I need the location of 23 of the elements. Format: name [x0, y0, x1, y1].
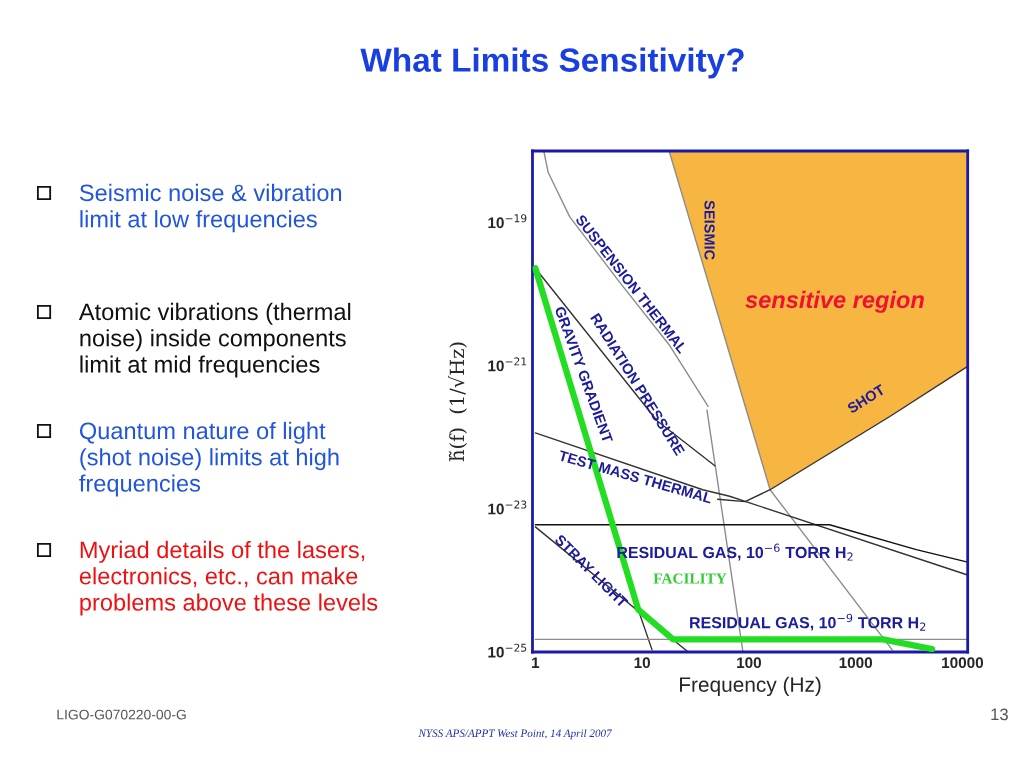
- text: Myriad details of the lasers, electronics, etc., can make problems above these levels: [79, 540, 378, 616]
- y-tick-label: 10$^{−25}$: [488, 643, 527, 658]
- y-tick-label: 10$^{−19}$: [488, 214, 527, 229]
- annotation: RESIDUAL GAS, 10$^{−9}$ TORR H$_{2}$: [690, 613, 926, 631]
- text: Quantum nature of light (shot noise) limits at high frequencies: [79, 421, 339, 497]
- text: Atomic vibrations (thermal noise) inside components limit at mid frequencies: [78, 302, 351, 378]
- annotation: FACILITY: [653, 573, 727, 584]
- x-tick-label: 1: [532, 657, 540, 668]
- annotation: SEISMIC: [704, 200, 715, 260]
- x-axis-title: Frequency (Hz): [680, 676, 821, 697]
- text: LIGO-G070220-00-G: [57, 709, 186, 720]
- chart-title: What Limits Sensitivity?: [360, 47, 744, 79]
- text: NYSS APS/APPT West Point, 14 April 2007: [418, 729, 613, 740]
- y-axis-title: h̃(f) (1/√Hz): [448, 342, 467, 462]
- annotation: sensitive region: [745, 290, 924, 313]
- x-tick-label: 1000: [839, 657, 873, 669]
- y-tick-label: 10$^{−23}$: [488, 500, 527, 515]
- text: Seismic noise & vibration limit at low frequencies: [79, 183, 342, 233]
- y-tick-label: 10$^{−21}$: [488, 357, 527, 372]
- x-tick-label: 10000: [942, 657, 984, 669]
- x-tick-label: 10: [634, 657, 650, 669]
- text: 13: [991, 708, 1008, 721]
- x-tick-label: 100: [737, 657, 762, 669]
